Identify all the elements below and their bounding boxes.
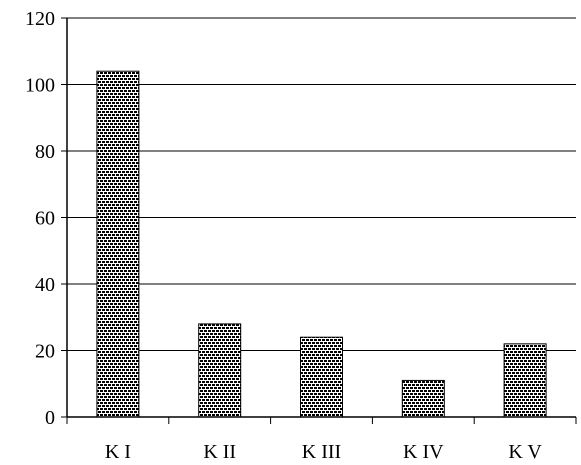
y-tick-label-40: 40	[35, 274, 55, 296]
bar-5	[503, 343, 547, 418]
bar-3	[300, 336, 343, 418]
bar-1	[96, 70, 140, 418]
x-tick-label-1: K I	[105, 441, 131, 463]
bar-2	[198, 323, 242, 418]
bars	[96, 70, 547, 418]
x-tick-label-5: K V	[508, 441, 542, 463]
y-tick-label-120: 120	[25, 8, 55, 30]
y-tick-label-100: 100	[25, 75, 55, 97]
x-tick-label-4: K IV	[403, 441, 444, 463]
y-tick-label-80: 80	[35, 141, 55, 163]
x-axis-labels: K I K II K III K IV K V	[66, 417, 577, 463]
y-tick-label-20: 20	[35, 341, 55, 363]
y-tick-label-0: 0	[45, 407, 55, 429]
y-tick-label-60: 60	[35, 208, 55, 230]
y-axis-ticks: 0 20 40 60 80 100 120	[25, 8, 67, 429]
x-tick-label-2: K II	[203, 441, 236, 463]
x-tick-label-3: K III	[302, 441, 341, 463]
bar-4	[401, 379, 445, 418]
gridlines	[67, 17, 576, 351]
